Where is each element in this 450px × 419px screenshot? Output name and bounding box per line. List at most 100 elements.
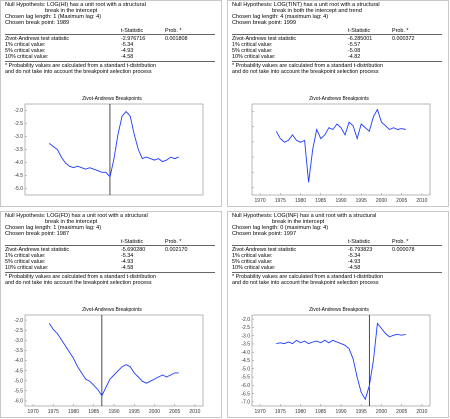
- stat-tvalue: -5.34: [121, 253, 134, 259]
- y-tick-label: -4.5: [241, 358, 250, 364]
- stat-tvalue: -4.93: [121, 48, 134, 54]
- stat-label: 5% critical value:: [5, 259, 46, 265]
- y-tick-label: -7.0: [241, 400, 250, 406]
- x-tick-label: 1990: [335, 409, 346, 415]
- table-rule: [232, 34, 442, 35]
- stat-label: 1% critical value:: [232, 253, 273, 259]
- series-line: [49, 110, 179, 178]
- y-tick-label: -2.0: [14, 318, 23, 324]
- x-tick-label: 1995: [129, 409, 140, 415]
- x-tick-label: 1970: [28, 409, 39, 415]
- y-tick-label: -3.0: [241, 333, 250, 339]
- x-tick-label: 2010: [416, 198, 427, 204]
- footnote-line: and do not take into account the breakpo…: [232, 69, 379, 75]
- stat-label: 1% critical value:: [232, 42, 273, 48]
- footnote-line: and do not take into account the breakpo…: [5, 280, 152, 286]
- y-tick-label: -2.5: [14, 121, 23, 127]
- hypothesis-line: Chosen break point: 1989: [5, 20, 70, 26]
- col-header-prob: Prob. *: [392, 239, 409, 245]
- x-tick-label: 1985: [315, 198, 326, 204]
- zivot-andrews-plot: 1970 1975 1980 1985 1990 1995 2000 2005 2010: [251, 103, 431, 204]
- hypothesis-line: Null Hypothesis: LOG(TINT) has a unit ro…: [232, 2, 380, 8]
- col-header-tstat: t-Statistic: [348, 28, 371, 34]
- table-rule: [5, 272, 215, 273]
- y-tick-label: -4.5: [14, 368, 23, 374]
- footnote-line: * Probability values are calculated from…: [232, 63, 384, 69]
- stat-tvalue: -6.793823: [348, 247, 373, 253]
- x-tick-label: 2010: [189, 409, 200, 415]
- plot-frame: [251, 314, 431, 407]
- stat-prob: 0.002170: [165, 247, 188, 253]
- x-tick-label: 1990: [108, 409, 119, 415]
- stat-prob: 0.000078: [392, 247, 415, 253]
- panel-tint: Null Hypothesis: LOG(TINT) has a unit ro…: [227, 0, 449, 207]
- stat-label: 5% critical value:: [232, 48, 273, 54]
- zivot-andrews-plot: -2.0 -2.5 -3.0 -3.5 -4.0 -4.5 -5.0 -5.5 -6.0 -6.5…: [241, 314, 431, 415]
- y-tick-label: -3.5: [241, 342, 250, 348]
- hypothesis-line: break in the intercept: [45, 8, 98, 14]
- stat-prob: 0.000372: [392, 36, 415, 42]
- hypothesis-line: Chosen lag length: 0 (maximum lag: 4): [232, 225, 329, 231]
- stat-label: 10% critical value:: [5, 265, 49, 271]
- chart-title: Zivot-Andrews Breakpoints: [82, 307, 142, 313]
- stat-prob: 0.001808: [165, 36, 188, 42]
- x-tick-label: 2005: [396, 198, 407, 204]
- hypothesis-line: Chosen break point: 1999: [232, 20, 297, 26]
- y-tick-label: -3.0: [14, 338, 23, 344]
- y-tick-label: -5.0: [241, 366, 250, 372]
- table-rule: [232, 61, 442, 62]
- hypothesis-line: break in the intercept: [272, 219, 325, 225]
- hypothesis-line: Null Hypothesis: LOG(HI) has a unit root…: [5, 2, 146, 8]
- y-tick-label: -4.0: [14, 358, 23, 364]
- x-tick-label: 1995: [356, 198, 367, 204]
- zivot-andrews-plot: -2.0 -2.5 -3.0 -3.5 -4.0 -4.5 -5.0: [14, 103, 204, 196]
- stat-label: 1% critical value:: [5, 253, 46, 259]
- stat-tvalue: -5.690280: [121, 247, 146, 253]
- series-line: [276, 322, 406, 401]
- y-tick-label: -2.5: [241, 325, 250, 331]
- stat-tvalue: -4.58: [348, 265, 361, 271]
- stat-tvalue: -5.34: [121, 42, 134, 48]
- chart-title: Zivot-Andrews Breakpoints: [82, 96, 142, 102]
- col-header-prob: Prob. *: [165, 239, 182, 245]
- zivot-andrews-plot: -2.0 -2.5 -3.0 -3.5 -4.0 -4.5 -5.0 -5.5 -6.0 1970…: [14, 314, 204, 415]
- panel-hi: Null Hypothesis: LOG(HI) has a unit root…: [0, 0, 222, 207]
- hypothesis-line: Null Hypothesis: LOG(INF) has a unit roo…: [232, 213, 377, 219]
- x-tick-label: 2000: [149, 409, 160, 415]
- stat-tvalue: -5.34: [348, 253, 361, 259]
- stat-label: Zivot-Andrews test statistic: [232, 247, 297, 253]
- y-tick-label: -5.5: [241, 375, 250, 381]
- table-rule: [5, 34, 215, 35]
- stat-tvalue: -4.58: [121, 265, 134, 271]
- chart-title: Zivot-Andrews Breakpoints: [309, 307, 369, 313]
- y-tick-label: -2.0: [14, 108, 23, 114]
- footnote-line: * Probability values are calculated from…: [5, 63, 157, 69]
- hypothesis-line: break in the intercept: [45, 219, 98, 225]
- table-rule: [5, 61, 215, 62]
- y-tick-label: -3.5: [14, 348, 23, 354]
- stat-label: 10% critical value:: [5, 54, 49, 60]
- table-rule: [232, 245, 442, 246]
- series-line: [275, 108, 406, 183]
- table-rule: [5, 245, 215, 246]
- plot-frame: [251, 103, 431, 196]
- footnote-line: * Probability values are calculated from…: [232, 274, 384, 280]
- y-tick-label: -4.0: [14, 160, 23, 166]
- stat-label: 10% critical value:: [232, 54, 276, 60]
- x-tick-label: 1995: [356, 409, 367, 415]
- col-header-tstat: t-Statistic: [348, 239, 371, 245]
- panel-inf: Null Hypothesis: LOG(INF) has a unit roo…: [227, 211, 449, 418]
- stat-tvalue: -2.976716: [121, 36, 146, 42]
- x-tick-label: 1975: [275, 198, 286, 204]
- y-tick-label: -5.0: [14, 378, 23, 384]
- stat-label: 5% critical value:: [5, 48, 46, 54]
- footnote-line: and do not take into account the breakpo…: [5, 69, 152, 75]
- y-tick-label: -6.0: [241, 383, 250, 389]
- hypothesis-line: Chosen break point: 1997: [232, 231, 297, 237]
- stat-label: 10% critical value:: [232, 265, 276, 271]
- stat-tvalue: -4.82: [348, 54, 361, 60]
- x-tick-label: 2005: [396, 409, 407, 415]
- plot-frame: [24, 103, 204, 196]
- col-header-prob: Prob. *: [165, 28, 182, 34]
- stat-tvalue: -5.08: [348, 48, 361, 54]
